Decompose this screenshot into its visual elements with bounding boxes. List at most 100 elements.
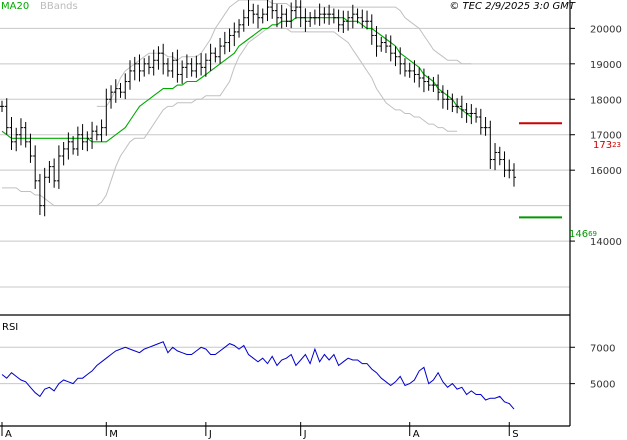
price-bar (327, 4, 332, 25)
price-bar (421, 68, 426, 93)
price-bar (170, 52, 175, 78)
price-bar (52, 158, 57, 188)
price-bar (483, 117, 488, 136)
price-bar (265, 0, 270, 22)
rsi-y-tick-label: 7000 (590, 343, 615, 354)
ma20-path (1, 17, 472, 143)
price-bar (355, 8, 360, 24)
price-bar (493, 143, 498, 171)
price-bar (374, 26, 379, 57)
price-bar (256, 4, 260, 29)
price-bar (175, 49, 180, 83)
price-bar (507, 159, 512, 179)
price-bar (488, 120, 493, 169)
price-bar (199, 53, 204, 76)
x-tick-label: A (5, 429, 12, 440)
price-bar (512, 163, 516, 187)
legend-ma20: MA20 (1, 1, 29, 12)
price-bar (23, 121, 28, 148)
price-bar (431, 76, 436, 93)
price-bar (379, 36, 384, 52)
price-bar (369, 14, 374, 45)
price-bar (194, 55, 199, 78)
x-tick-label: M (109, 429, 118, 440)
price-bar (241, 9, 246, 32)
price-bar (284, 8, 289, 27)
price-bar (218, 37, 223, 64)
price-bar (113, 79, 118, 103)
price-bar (99, 119, 104, 142)
price-bar (203, 53, 208, 77)
price-bar (146, 55, 151, 75)
bollinger-bands (2, 0, 472, 207)
price-bar (0, 100, 4, 113)
price-bar (222, 31, 227, 55)
price-bar (184, 54, 189, 78)
price-bar (331, 8, 336, 24)
x-tick-label: J (303, 429, 307, 440)
y-tick-label: 20000 (590, 24, 622, 35)
price-bar (270, 0, 275, 19)
price-bar (151, 49, 156, 76)
price-bar (474, 107, 479, 123)
price-bar (469, 104, 474, 125)
price-bar (246, 0, 251, 26)
price-bar (128, 60, 132, 90)
price-bar (142, 58, 147, 77)
price-bar (208, 43, 213, 71)
price-bar (384, 34, 388, 54)
rsi-y-tick-label: 5000 (590, 380, 615, 391)
price-bar (109, 85, 114, 109)
price-bar (137, 54, 142, 82)
price-bar (308, 12, 313, 27)
x-tick-label: A (413, 429, 420, 440)
price-bar (28, 133, 33, 163)
rsi-title: RSI (2, 322, 18, 333)
price-bar (237, 19, 242, 38)
price-bar (118, 82, 123, 98)
bbands-lower-line (2, 27, 458, 207)
y-tick-label: 14000 (590, 237, 622, 248)
price-bar (312, 9, 317, 25)
price-bar (350, 4, 355, 29)
price-bar (132, 56, 137, 81)
price-bar (161, 43, 166, 75)
price-bar (450, 93, 455, 113)
price-bar (365, 10, 370, 30)
price-bar (360, 9, 365, 29)
rsi-line (1, 341, 515, 410)
price-bar (293, 0, 298, 19)
price-bar (274, 3, 279, 28)
price-bar (66, 132, 71, 160)
price-bar (322, 7, 327, 24)
price-bar (56, 145, 61, 189)
price-bar (260, 8, 265, 24)
price-bar (94, 125, 99, 141)
y-tick-label: 18000 (590, 95, 622, 106)
x-tick-label: S (512, 429, 518, 440)
price-bar (14, 127, 19, 152)
price-bar (464, 102, 469, 123)
price-bar (33, 145, 38, 189)
axis-ticks: 14000 16000 17000 18000 19000 20000 7000 5000 A M… (1, 24, 622, 440)
price-bar (61, 141, 66, 166)
price-bars (0, 0, 516, 217)
support-label: 14669 (569, 229, 597, 240)
price-bar (9, 117, 14, 150)
price-bar (426, 75, 431, 91)
price-bar (393, 46, 398, 67)
price-bar (42, 167, 47, 217)
price-bar (80, 124, 85, 150)
price-bar (303, 8, 308, 32)
price-bar (436, 74, 441, 101)
price-bar (459, 95, 464, 119)
price-bar (47, 160, 52, 183)
bbands-upper-line (96, 0, 472, 107)
price-bar (497, 146, 502, 166)
price-bar (232, 22, 237, 47)
price-bar (289, 2, 294, 29)
price-bar (417, 67, 422, 88)
price-bar (189, 58, 194, 77)
price-bar (455, 98, 460, 114)
